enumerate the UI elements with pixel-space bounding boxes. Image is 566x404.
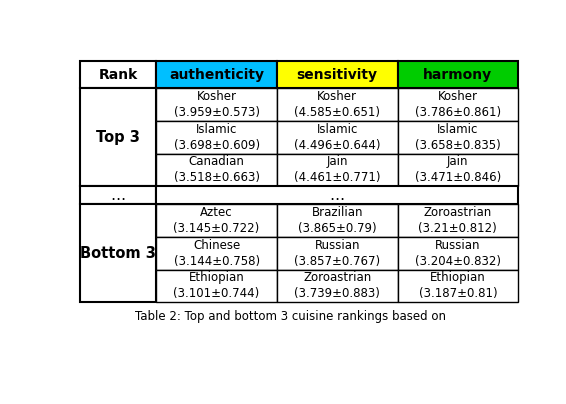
Text: authenticity: authenticity [169,67,264,82]
Bar [156,237,277,269]
Bar [156,121,277,154]
Bar [79,186,156,204]
Bar [79,204,156,302]
Text: Islamic
(3.698±0.609): Islamic (3.698±0.609) [174,123,260,152]
Text: Islamic
(4.496±0.644): Islamic (4.496±0.644) [294,123,380,152]
Bar [277,204,397,237]
Bar [397,237,518,269]
Bar [156,269,277,302]
Bar [397,121,518,154]
Bar [397,61,518,88]
Bar [397,269,518,302]
Text: Kosher
(4.585±0.651): Kosher (4.585±0.651) [294,90,380,119]
Text: Kosher
(3.786±0.861): Kosher (3.786±0.861) [415,90,501,119]
Bar [156,237,277,269]
Text: Table 2: Top and bottom 3 cuisine rankings based on: Table 2: Top and bottom 3 cuisine rankin… [135,310,445,323]
Bar [397,204,518,237]
Bar [277,269,397,302]
Bar [156,186,518,204]
Text: Russian
(3.857±0.767): Russian (3.857±0.767) [294,239,380,268]
Bar [79,204,156,302]
Bar [156,88,277,121]
Bar [79,88,156,186]
Text: Canadian
(3.518±0.663): Canadian (3.518±0.663) [174,156,260,185]
Bar [397,61,518,88]
Bar [277,88,397,121]
Bar [79,61,156,88]
Bar [397,204,518,237]
Bar [277,154,397,186]
Text: sensitivity: sensitivity [297,67,378,82]
Bar [79,61,156,88]
Text: Chinese
(3.144±0.758): Chinese (3.144±0.758) [174,239,260,268]
Bar [277,237,397,269]
Text: Ethiopian
(3.101±0.744): Ethiopian (3.101±0.744) [173,271,260,301]
Bar [277,61,397,88]
Bar [397,237,518,269]
Bar [277,121,397,154]
Text: Zoroastrian
(3.21±0.812): Zoroastrian (3.21±0.812) [418,206,498,235]
Bar [397,154,518,186]
Text: Kosher
(3.959±0.573): Kosher (3.959±0.573) [174,90,260,119]
Bar [156,204,277,237]
Text: Top 3: Top 3 [96,130,140,145]
Text: Brazilian
(3.865±0.79): Brazilian (3.865±0.79) [298,206,376,235]
Bar [156,121,277,154]
Text: Aztec
(3.145±0.722): Aztec (3.145±0.722) [173,206,260,235]
Bar [277,204,397,237]
Bar [277,88,397,121]
Text: Jain
(4.461±0.771): Jain (4.461±0.771) [294,156,380,185]
Bar [156,61,277,88]
Bar [277,237,397,269]
Bar [156,154,277,186]
Text: Rank: Rank [98,67,138,82]
Bar [156,154,277,186]
Bar [397,88,518,121]
Text: Russian
(3.204±0.832): Russian (3.204±0.832) [415,239,501,268]
Bar [156,186,518,204]
Bar [277,154,397,186]
Text: Jain
(3.471±0.846): Jain (3.471±0.846) [415,156,501,185]
Bar [156,61,277,88]
Text: harmony: harmony [423,67,492,82]
Bar [79,186,156,204]
Text: Ethiopian
(3.187±0.81): Ethiopian (3.187±0.81) [418,271,497,301]
Bar [397,154,518,186]
Bar [156,88,277,121]
Bar [397,269,518,302]
Bar [156,204,277,237]
Text: Zoroastrian
(3.739±0.883): Zoroastrian (3.739±0.883) [294,271,380,301]
Bar [277,121,397,154]
Text: …: … [329,188,345,203]
Bar [156,269,277,302]
Text: Bottom 3: Bottom 3 [80,246,156,261]
Text: Islamic
(3.658±0.835): Islamic (3.658±0.835) [415,123,501,152]
Bar [79,88,156,186]
Bar [397,121,518,154]
Text: …: … [110,188,126,203]
Bar [397,88,518,121]
Bar [277,269,397,302]
Bar [277,61,397,88]
